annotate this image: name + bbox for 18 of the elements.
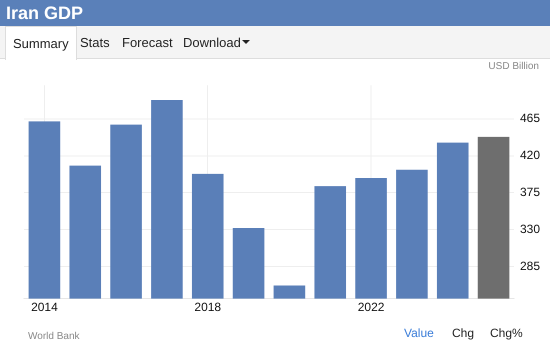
text: Download xyxy=(183,34,241,52)
y-tick-label: 375 xyxy=(520,185,540,200)
text: Chg% xyxy=(490,326,523,340)
text: Chg xyxy=(452,326,474,340)
text: Summary xyxy=(5,26,77,60)
x-tick-label: 2014 xyxy=(31,300,58,314)
y-tick-label: 285 xyxy=(520,258,540,273)
text: Stats xyxy=(80,34,110,52)
y-tick-label: 330 xyxy=(520,222,540,236)
y-tick-label: 465 xyxy=(520,111,540,126)
x-tick-label: 2018 xyxy=(194,300,222,314)
text: Value xyxy=(404,326,434,340)
text: World Bank xyxy=(28,331,80,342)
text: Forecast xyxy=(122,34,173,52)
x-tick-label: 2022 xyxy=(358,300,385,314)
y-axis-title: USD Billion xyxy=(488,61,539,72)
chart-title: Iran GDP xyxy=(0,0,550,26)
y-tick-label: 420 xyxy=(520,148,540,162)
